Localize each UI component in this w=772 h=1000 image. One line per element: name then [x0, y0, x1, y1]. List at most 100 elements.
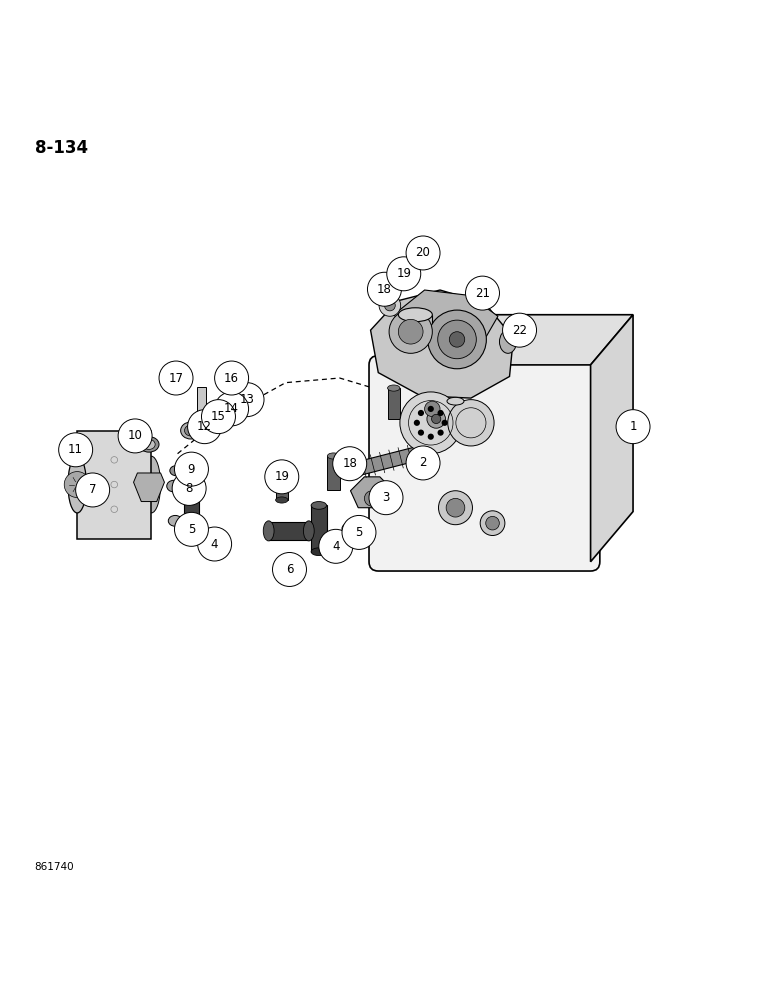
- Polygon shape: [197, 387, 239, 417]
- Circle shape: [398, 319, 423, 344]
- Circle shape: [198, 527, 232, 561]
- Text: 18: 18: [377, 283, 392, 296]
- Text: 19: 19: [396, 267, 411, 280]
- Polygon shape: [134, 473, 164, 502]
- Ellipse shape: [327, 453, 340, 459]
- Ellipse shape: [168, 515, 182, 526]
- Circle shape: [387, 257, 421, 291]
- Circle shape: [59, 433, 93, 467]
- Text: 8-134: 8-134: [35, 139, 88, 157]
- Text: 21: 21: [475, 287, 490, 300]
- Text: 22: 22: [512, 324, 527, 337]
- Circle shape: [428, 310, 486, 369]
- Text: 18: 18: [342, 457, 357, 470]
- Polygon shape: [388, 388, 400, 419]
- Circle shape: [215, 361, 249, 395]
- Circle shape: [389, 310, 432, 353]
- Text: 13: 13: [239, 393, 255, 406]
- Circle shape: [342, 515, 376, 549]
- Circle shape: [616, 410, 650, 444]
- Text: 12: 12: [197, 420, 212, 433]
- Circle shape: [448, 400, 494, 446]
- Circle shape: [369, 481, 403, 515]
- Ellipse shape: [142, 456, 161, 513]
- Text: 15: 15: [211, 410, 226, 423]
- Circle shape: [438, 320, 476, 359]
- Text: 17: 17: [168, 372, 184, 385]
- Circle shape: [159, 361, 193, 395]
- Ellipse shape: [185, 425, 197, 436]
- Ellipse shape: [184, 532, 199, 540]
- Text: 4: 4: [211, 538, 218, 551]
- Polygon shape: [378, 315, 633, 365]
- Ellipse shape: [276, 463, 288, 469]
- Ellipse shape: [447, 397, 464, 405]
- Circle shape: [486, 516, 499, 530]
- Circle shape: [212, 408, 223, 419]
- Ellipse shape: [425, 404, 439, 414]
- Circle shape: [379, 295, 401, 316]
- Ellipse shape: [68, 456, 86, 513]
- Text: 5: 5: [188, 523, 195, 536]
- Circle shape: [168, 378, 180, 390]
- Text: 861740: 861740: [35, 862, 74, 872]
- Circle shape: [319, 529, 353, 563]
- Ellipse shape: [311, 548, 327, 556]
- Ellipse shape: [143, 439, 155, 449]
- Circle shape: [446, 498, 465, 517]
- Circle shape: [425, 401, 440, 417]
- Polygon shape: [327, 456, 340, 490]
- Circle shape: [428, 406, 434, 412]
- Circle shape: [449, 332, 465, 347]
- Text: 14: 14: [224, 402, 239, 415]
- Ellipse shape: [499, 330, 516, 353]
- Ellipse shape: [388, 385, 400, 391]
- Circle shape: [364, 491, 380, 506]
- Polygon shape: [218, 374, 235, 386]
- Circle shape: [406, 446, 440, 480]
- Circle shape: [438, 430, 444, 436]
- Circle shape: [188, 410, 222, 444]
- Circle shape: [172, 471, 206, 505]
- Text: 5: 5: [355, 526, 363, 539]
- Text: 19: 19: [274, 470, 290, 483]
- Text: 7: 7: [89, 483, 96, 496]
- Polygon shape: [591, 315, 633, 562]
- Polygon shape: [276, 466, 288, 500]
- Polygon shape: [224, 403, 238, 410]
- Ellipse shape: [303, 521, 314, 541]
- Text: 1: 1: [629, 420, 637, 433]
- Ellipse shape: [184, 486, 199, 494]
- Circle shape: [442, 420, 448, 426]
- Ellipse shape: [342, 523, 356, 534]
- Text: 3: 3: [382, 491, 390, 504]
- Text: 6: 6: [286, 563, 293, 576]
- Text: 2: 2: [419, 456, 427, 469]
- Polygon shape: [394, 290, 498, 336]
- Circle shape: [480, 511, 505, 536]
- Circle shape: [418, 430, 424, 436]
- Text: 11: 11: [68, 443, 83, 456]
- Circle shape: [201, 400, 235, 434]
- Circle shape: [438, 410, 444, 416]
- Circle shape: [400, 392, 462, 454]
- Polygon shape: [371, 290, 513, 398]
- Polygon shape: [311, 505, 327, 552]
- Circle shape: [118, 419, 152, 453]
- Circle shape: [438, 491, 472, 525]
- Circle shape: [333, 447, 367, 481]
- Ellipse shape: [311, 502, 327, 509]
- Ellipse shape: [276, 497, 288, 503]
- Text: 10: 10: [127, 429, 143, 442]
- Circle shape: [64, 472, 90, 498]
- Circle shape: [503, 313, 537, 347]
- Circle shape: [428, 434, 434, 440]
- Circle shape: [367, 272, 401, 306]
- Circle shape: [466, 276, 499, 310]
- FancyBboxPatch shape: [369, 356, 600, 571]
- Text: 8: 8: [185, 482, 193, 495]
- Polygon shape: [350, 477, 394, 508]
- Polygon shape: [269, 522, 309, 540]
- Text: 20: 20: [415, 246, 431, 259]
- Circle shape: [414, 420, 420, 426]
